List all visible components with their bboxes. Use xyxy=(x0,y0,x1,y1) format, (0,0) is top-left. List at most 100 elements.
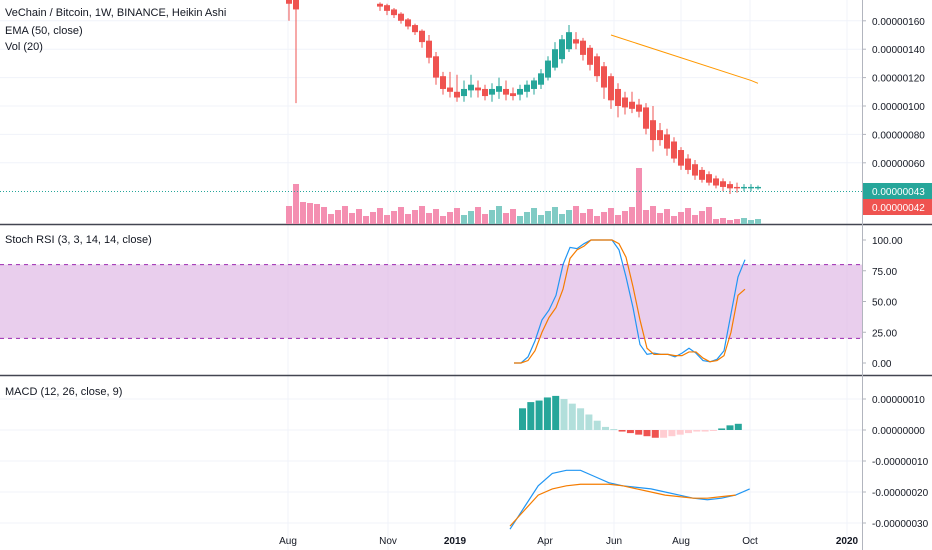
candle-body xyxy=(713,178,719,186)
time-axis-label: Aug xyxy=(672,536,690,547)
price-tick-label: 0.00000140 xyxy=(872,45,925,56)
candle-body xyxy=(524,84,530,92)
volume-bar xyxy=(650,206,656,224)
time-axis-label: Jun xyxy=(606,536,622,547)
candle-body xyxy=(741,186,747,189)
volume-bar xyxy=(524,212,530,224)
volume-bar xyxy=(286,206,292,224)
macd-histogram-bar xyxy=(701,430,709,432)
volume-bar xyxy=(671,216,677,224)
volume-bar xyxy=(496,206,502,224)
time-axis-label: Aug xyxy=(279,536,297,547)
candle-body xyxy=(720,181,726,187)
candle-body xyxy=(727,184,733,189)
volume-bar xyxy=(692,215,698,224)
price-tick-label: 0.00000100 xyxy=(872,102,925,113)
candle-body xyxy=(426,40,432,58)
price-tick-label: 0.00000060 xyxy=(872,159,925,170)
volume-bar xyxy=(314,204,320,224)
volume-bar xyxy=(657,213,663,224)
volume-bar xyxy=(566,210,572,224)
volume-bar xyxy=(713,219,719,224)
candle-body xyxy=(559,39,565,60)
volume-bar xyxy=(300,202,306,224)
volume-bar xyxy=(419,206,425,224)
stoch-d-line xyxy=(514,239,746,364)
time-axis-label: 2020 xyxy=(836,536,859,547)
volume-bar xyxy=(699,211,705,224)
candle-body xyxy=(531,80,537,89)
volume-bar xyxy=(510,209,516,224)
candle-body xyxy=(601,66,607,88)
volume-bar xyxy=(573,206,579,224)
candle-body xyxy=(440,76,446,89)
macd-histogram-bar xyxy=(618,430,626,432)
macd-histogram-bar xyxy=(577,408,585,430)
macd-histogram-bar xyxy=(552,395,560,430)
volume-bar xyxy=(342,206,348,224)
ema-line xyxy=(610,34,759,84)
volume-bar xyxy=(468,211,474,224)
macd-tick-label: -0.00000020 xyxy=(872,488,929,499)
volume-bar xyxy=(538,215,544,224)
candle-body xyxy=(454,91,460,98)
volume-bar xyxy=(622,211,628,224)
volume-bar xyxy=(307,203,313,224)
stoch-tick-label: 25.00 xyxy=(872,328,897,339)
volume-bar xyxy=(748,220,754,224)
volume-bar xyxy=(664,209,670,224)
candle-body xyxy=(566,32,572,50)
volume-bar xyxy=(482,214,488,224)
volume-bar xyxy=(552,207,558,224)
candle-body xyxy=(489,88,495,95)
macd-histogram-bar xyxy=(685,430,692,434)
volume-bar xyxy=(706,207,712,224)
volume-bar xyxy=(370,212,376,224)
volume-bar xyxy=(335,210,341,224)
candle-body xyxy=(643,107,649,129)
candle-body xyxy=(615,88,621,106)
volume-bar xyxy=(580,213,586,224)
volume-bar xyxy=(615,215,621,224)
price-tag-label: 0.00000043 xyxy=(872,187,925,198)
volume-bar xyxy=(349,213,355,224)
price-tag xyxy=(863,199,932,215)
volume-bar xyxy=(545,211,551,224)
price-tick-label: 0.00000080 xyxy=(872,130,925,141)
candle-body xyxy=(503,88,509,95)
time-axis-label: Nov xyxy=(379,536,397,547)
volume-bar xyxy=(377,208,383,224)
price-tick-label: 0.00000120 xyxy=(872,74,925,85)
candle-body xyxy=(594,56,600,77)
volume-bar xyxy=(601,212,607,224)
volume-bar xyxy=(517,216,523,224)
candle-body xyxy=(496,86,502,92)
candle-body xyxy=(671,141,677,159)
volume-bar xyxy=(363,216,369,224)
macd-histogram-bar xyxy=(693,430,701,432)
volume-bar xyxy=(426,213,432,224)
macd-histogram-bar xyxy=(519,408,526,430)
volume-bar xyxy=(405,214,411,224)
volume-bar xyxy=(559,214,565,224)
candle-body xyxy=(552,49,558,68)
candle-body xyxy=(573,39,579,44)
candle-body xyxy=(587,47,593,65)
candle-body xyxy=(517,88,523,95)
candle-body xyxy=(622,97,628,108)
candle-body xyxy=(678,150,684,166)
stoch-k-line xyxy=(514,239,746,364)
macd-tick-label: -0.00000030 xyxy=(872,519,929,530)
macd-histogram-bar xyxy=(635,430,643,435)
candle-body xyxy=(461,88,467,97)
candle-body xyxy=(384,5,390,11)
volume-bar xyxy=(440,216,446,224)
volume-bar xyxy=(328,214,334,224)
macd-histogram-bar xyxy=(668,430,676,437)
volume-bar xyxy=(720,218,726,224)
chart-title: VeChain / Bitcoin, 1W, BINANCE, Heikin A… xyxy=(5,7,226,19)
volume-bar xyxy=(608,208,614,224)
candle-body xyxy=(419,30,425,43)
macd-histogram-bar xyxy=(643,430,651,437)
